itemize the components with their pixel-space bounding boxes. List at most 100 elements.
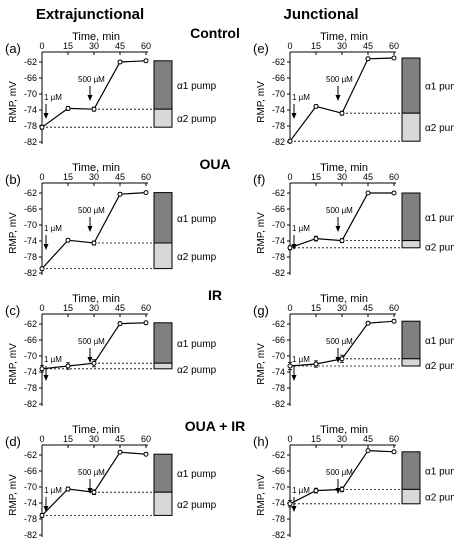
dose-high-arrowhead bbox=[335, 226, 341, 232]
y-tick-label: -66 bbox=[24, 204, 37, 214]
alpha1-pump-label: α1 pump bbox=[425, 82, 454, 93]
data-point bbox=[39, 366, 45, 372]
data-point bbox=[391, 318, 397, 324]
dose-low-label: 1 µM bbox=[44, 355, 62, 364]
data-point bbox=[91, 106, 97, 112]
data-point bbox=[39, 266, 45, 272]
data-point bbox=[117, 449, 123, 455]
x-tick-label: 60 bbox=[141, 434, 151, 444]
y-tick-label: -74 bbox=[24, 498, 37, 508]
x-tick-label: 0 bbox=[39, 41, 44, 51]
data-point bbox=[287, 363, 293, 369]
data-point bbox=[313, 236, 319, 242]
data-point bbox=[117, 59, 123, 65]
y-tick-label: -82 bbox=[24, 530, 37, 540]
data-point bbox=[65, 363, 71, 369]
x-tick-label: 15 bbox=[311, 303, 321, 313]
x-tick-label: 0 bbox=[287, 41, 292, 51]
alpha2-pump-bar bbox=[401, 488, 421, 505]
data-point bbox=[39, 124, 45, 130]
y-tick-label: -66 bbox=[24, 335, 37, 345]
x-tick-label: 45 bbox=[363, 172, 373, 182]
alpha2-pump-bar bbox=[153, 491, 173, 516]
x-tick-label: 45 bbox=[363, 303, 373, 313]
y-tick-label: -70 bbox=[272, 89, 285, 99]
data-point bbox=[365, 448, 371, 454]
data-line bbox=[289, 449, 395, 505]
dose-high-arrowhead bbox=[335, 488, 341, 494]
alpha1-pump-bar bbox=[401, 57, 421, 114]
y-tick-label: -74 bbox=[272, 105, 285, 115]
alpha1-pump-bar bbox=[153, 453, 173, 493]
alpha2-pump-bar bbox=[153, 362, 173, 370]
alpha2-pump-label: α2 pump bbox=[425, 361, 454, 372]
y-axis-title: RMP, mV bbox=[256, 212, 267, 254]
data-point bbox=[65, 105, 71, 111]
y-tick-label: -62 bbox=[24, 450, 37, 460]
alpha1-pump-bar bbox=[401, 451, 421, 490]
dose-low-arrowhead bbox=[291, 244, 297, 250]
dose-low-label: 1 µM bbox=[292, 93, 310, 102]
y-axis-title: RMP, mV bbox=[8, 212, 19, 254]
row-title-control: Control bbox=[190, 25, 240, 41]
x-tick-label: 15 bbox=[311, 41, 321, 51]
data-point bbox=[287, 501, 293, 507]
dose-high-arrowhead bbox=[87, 95, 93, 101]
x-tick-label: 15 bbox=[311, 434, 321, 444]
y-tick-label: -78 bbox=[272, 383, 285, 393]
dose-low-label: 1 µM bbox=[44, 486, 62, 495]
dose-low-label: 1 µM bbox=[292, 355, 310, 364]
alpha1-pump-label: α1 pump bbox=[177, 81, 217, 92]
dose-low-arrowhead bbox=[43, 244, 49, 250]
panel-h: (h) Time, min 0 15 30 45 60 -62 -66 -70 -74 -78 -82 R… bbox=[253, 424, 454, 540]
row-title-ir: IR bbox=[208, 287, 222, 303]
y-tick-label: -78 bbox=[272, 514, 285, 524]
y-tick-label: -70 bbox=[24, 482, 37, 492]
dose-high-label: 500 µM bbox=[326, 337, 353, 346]
dose-low-arrowhead bbox=[43, 375, 49, 381]
y-tick-label: -82 bbox=[272, 399, 285, 409]
data-point bbox=[391, 190, 397, 196]
x-axis-title: Time, min bbox=[320, 424, 368, 436]
data-point bbox=[143, 190, 149, 196]
panel-label: (a) bbox=[5, 41, 21, 56]
x-tick-label: 0 bbox=[39, 434, 44, 444]
alpha1-pump-label: α1 pump bbox=[177, 214, 217, 225]
y-tick-label: -82 bbox=[24, 268, 37, 278]
y-axis-title: RMP, mV bbox=[8, 81, 19, 123]
y-tick-label: -70 bbox=[24, 89, 37, 99]
right-column-title: Junctional bbox=[283, 6, 358, 23]
row-title-oua-ir: OUA + IR bbox=[185, 418, 246, 434]
data-point bbox=[39, 512, 45, 518]
x-tick-label: 30 bbox=[337, 41, 347, 51]
data-point bbox=[339, 110, 345, 116]
data-point bbox=[365, 56, 371, 62]
y-tick-label: -74 bbox=[24, 105, 37, 115]
alpha1-pump-label: α1 pump bbox=[425, 213, 454, 224]
x-tick-label: 0 bbox=[39, 172, 44, 182]
panel-label: (d) bbox=[5, 434, 21, 449]
data-point bbox=[339, 356, 345, 362]
y-tick-label: -82 bbox=[272, 530, 285, 540]
data-point bbox=[91, 240, 97, 246]
y-tick-label: -62 bbox=[272, 188, 285, 198]
alpha2-pump-bar bbox=[153, 242, 173, 270]
dose-low-arrowhead bbox=[291, 375, 297, 381]
x-tick-label: 0 bbox=[287, 434, 292, 444]
dose-high-arrowhead bbox=[335, 357, 341, 363]
alpha1-pump-bar bbox=[401, 192, 421, 242]
x-tick-label: 0 bbox=[287, 303, 292, 313]
alpha1-pump-bar bbox=[153, 60, 173, 110]
data-point bbox=[117, 321, 123, 327]
y-tick-label: -70 bbox=[272, 482, 285, 492]
dose-low-label: 1 µM bbox=[292, 486, 310, 495]
y-tick-label: -74 bbox=[24, 236, 37, 246]
data-point bbox=[365, 320, 371, 326]
y-tick-label: -78 bbox=[24, 514, 37, 524]
y-tick-label: -82 bbox=[24, 399, 37, 409]
y-tick-label: -66 bbox=[24, 73, 37, 83]
dose-high-label: 500 µM bbox=[326, 75, 353, 84]
panel-label: (b) bbox=[5, 172, 21, 187]
dose-high-label: 500 µM bbox=[78, 75, 105, 84]
alpha1-pump-label: α1 pump bbox=[425, 336, 454, 347]
